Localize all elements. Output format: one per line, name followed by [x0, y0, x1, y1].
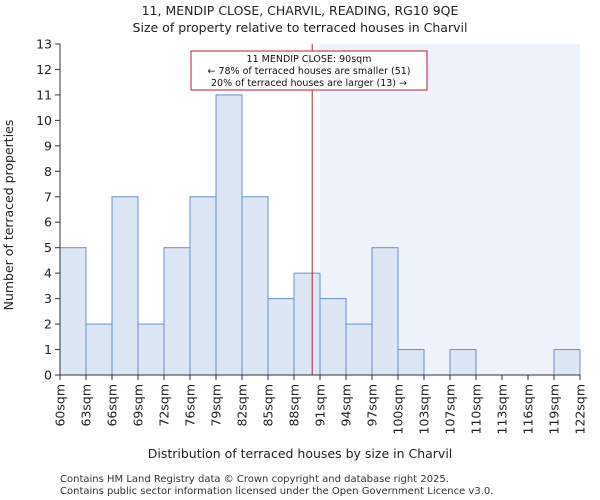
y-tick-label: 10 [36, 113, 52, 128]
chart-title-line2: Size of property relative to terraced ho… [133, 20, 468, 35]
x-tick-label: 113sqm [495, 384, 510, 434]
x-tick-label: 72sqm [157, 384, 172, 427]
bar-69sqm [137, 323, 165, 376]
x-tick-label: 110sqm [469, 384, 484, 434]
x-tick-label: 122sqm [573, 384, 588, 434]
y-tick-label: 4 [44, 266, 52, 281]
bar-60sqm [59, 247, 87, 376]
bar-94sqm [345, 323, 373, 376]
x-axis-label: Distribution of terraced houses by size … [148, 446, 453, 461]
x-tick-label: 88sqm [287, 384, 302, 427]
x-tick-label: 85sqm [261, 384, 276, 427]
y-tick-label: 13 [36, 37, 52, 52]
y-tick-label: 12 [36, 62, 52, 77]
bar-85sqm [267, 298, 295, 376]
annotation-line2: ← 78% of terraced houses are smaller (51… [207, 66, 410, 77]
y-tick-label: 6 [44, 215, 52, 230]
y-tick-label: 5 [44, 240, 52, 255]
y-tick-label: 8 [44, 164, 52, 179]
x-tick-label: 103sqm [417, 384, 432, 434]
y-tick-label: 9 [44, 138, 52, 153]
bar-63sqm [85, 323, 113, 376]
y-tick-label: 2 [44, 317, 52, 332]
annotation-frame [190, 50, 428, 91]
y-tick-label: 1 [44, 342, 52, 357]
x-tick-label: 107sqm [443, 384, 458, 434]
x-tick-label: 119sqm [547, 384, 562, 434]
x-tick-label: 100sqm [391, 384, 406, 434]
annotation-box: 11 MENDIP CLOSE: 90sqm ← 78% of terraced… [190, 50, 428, 91]
x-tick-label: 76sqm [183, 384, 198, 427]
bar-72sqm [163, 247, 191, 376]
footer-line2: Contains public sector information licen… [60, 486, 493, 497]
x-tick-label: 97sqm [365, 384, 380, 427]
y-tick-label: 0 [44, 368, 52, 383]
bar-88sqm [293, 272, 321, 376]
bar-97sqm [371, 247, 399, 376]
bar-66sqm [111, 196, 139, 376]
x-tick-label: 69sqm [131, 384, 146, 427]
x-tick-label: 63sqm [79, 384, 94, 427]
annotation-line3: 20% of terraced houses are larger (13) → [211, 78, 407, 89]
bar-82sqm [241, 196, 269, 376]
bar-76sqm [189, 196, 217, 376]
x-tick-label: 82sqm [235, 384, 250, 427]
x-tick-label: 60sqm [53, 384, 68, 427]
y-tick-label: 7 [44, 189, 52, 204]
x-tick-label: 66sqm [105, 384, 120, 427]
x-tick-label: 91sqm [313, 384, 328, 427]
y-axis-label: Number of terraced properties [1, 120, 16, 311]
x-tick-label: 79sqm [209, 384, 224, 427]
x-tick-label: 94sqm [339, 384, 354, 427]
annotation-line1: 11 MENDIP CLOSE: 90sqm [247, 54, 372, 65]
bar-107sqm [449, 349, 477, 376]
footer-line1: Contains HM Land Registry data © Crown c… [60, 474, 449, 485]
highlight-region [320, 44, 580, 375]
bar-119sqm [553, 349, 581, 376]
bar-100sqm [397, 349, 425, 376]
chart-title-line1: 11, MENDIP CLOSE, CHARVIL, READING, RG10… [142, 3, 459, 18]
bar-91sqm [319, 298, 347, 376]
bar-79sqm [215, 94, 243, 376]
x-tick-label: 116sqm [521, 384, 536, 434]
y-tick-label: 11 [36, 87, 52, 102]
y-tick-label: 3 [44, 291, 52, 306]
